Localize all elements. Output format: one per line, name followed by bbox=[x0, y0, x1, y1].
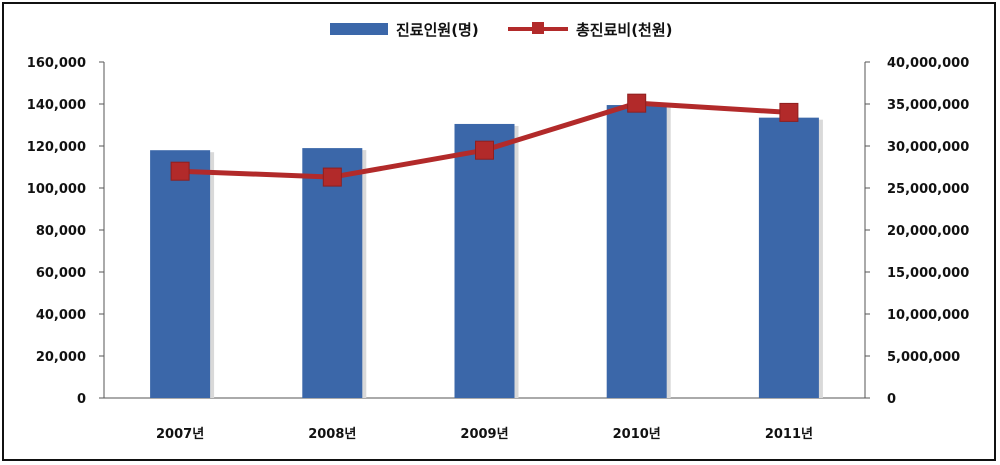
right-tick-label: 15,000,000 bbox=[887, 266, 969, 281]
right-tick-label: 30,000,000 bbox=[887, 140, 969, 155]
legend-bar-swatch bbox=[330, 23, 388, 35]
legend-line-label: 총진료비(천원) bbox=[576, 21, 673, 39]
right-tick-label: 20,000,000 bbox=[887, 224, 969, 239]
left-tick-label: 120,000 bbox=[27, 140, 86, 155]
left-tick-label: 60,000 bbox=[36, 266, 86, 281]
x-tick-label: 2011년 bbox=[765, 427, 813, 442]
x-axis-labels: 2007년 2008년 2009년 2010년 2011년 bbox=[156, 427, 813, 442]
right-tick-label: 35,000,000 bbox=[887, 98, 969, 113]
right-tick-label: 0 bbox=[887, 392, 896, 407]
bar-series bbox=[150, 105, 823, 399]
line-series bbox=[170, 93, 799, 187]
bar bbox=[150, 150, 211, 398]
x-tick-label: 2009년 bbox=[460, 427, 508, 442]
left-tick-label: 160,000 bbox=[27, 56, 86, 71]
right-axis-ticks: 0 5,000,000 10,000,000 15,000,000 20,000,000… bbox=[865, 56, 969, 407]
legend: 진료인원(명) 총진료비(천원) bbox=[330, 21, 673, 39]
x-tick-label: 2007년 bbox=[156, 427, 204, 442]
left-tick-label: 40,000 bbox=[36, 308, 86, 323]
bar bbox=[302, 148, 363, 398]
left-tick-label: 140,000 bbox=[27, 98, 86, 113]
left-tick-label: 0 bbox=[77, 392, 86, 407]
x-tick-label: 2008년 bbox=[308, 427, 356, 442]
x-tick-label: 2010년 bbox=[613, 427, 661, 442]
right-tick-label: 10,000,000 bbox=[887, 308, 969, 323]
bar bbox=[758, 117, 819, 399]
line-point bbox=[322, 167, 342, 187]
line-point bbox=[779, 102, 799, 122]
line-point bbox=[475, 140, 494, 160]
line-point bbox=[170, 161, 190, 181]
right-tick-label: 40,000,000 bbox=[887, 56, 969, 71]
right-tick-label: 25,000,000 bbox=[887, 182, 969, 197]
legend-bar-label: 진료인원(명) bbox=[396, 21, 479, 39]
left-tick-label: 100,000 bbox=[27, 182, 86, 197]
bar bbox=[454, 123, 515, 398]
left-tick-label: 20,000 bbox=[36, 350, 86, 365]
right-tick-label: 5,000,000 bbox=[887, 350, 960, 365]
bar bbox=[606, 105, 667, 399]
line-point bbox=[627, 93, 647, 113]
left-axis-ticks: 0 20,000 40,000 60,000 80,000 100,000 120,000 1… bbox=[27, 56, 104, 407]
left-tick-label: 80,000 bbox=[36, 224, 86, 239]
legend-line-marker bbox=[532, 22, 544, 34]
